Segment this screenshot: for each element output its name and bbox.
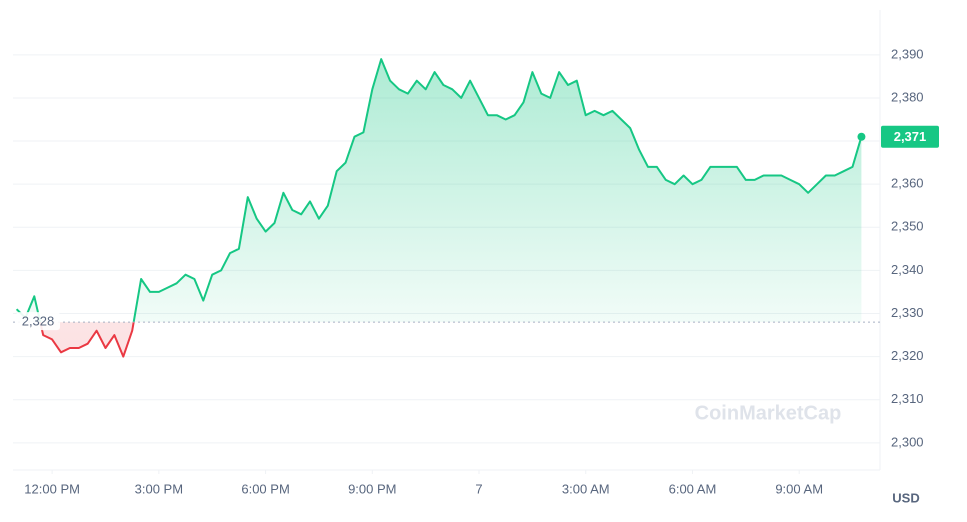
unit-label: USD (892, 490, 919, 505)
price-badge-label: 2,371 (894, 129, 927, 144)
price-badge (881, 125, 939, 148)
x-tick-label: 9:00 AM (775, 481, 823, 496)
price-line (15, 58, 863, 323)
y-tick-label: 2,300 (891, 434, 924, 449)
baseline-label: 2,328 (22, 314, 55, 329)
area-down (40, 322, 134, 357)
x-tick-label: 9:00 PM (348, 481, 396, 496)
y-tick-label: 2,390 (891, 46, 924, 61)
last-point (857, 132, 866, 141)
area-up (16, 59, 862, 323)
y-tick-label: 2,340 (891, 262, 924, 277)
x-tick-label: 12:00 PM (24, 481, 80, 496)
y-tick-label: 2,380 (891, 89, 924, 104)
x-tick-label: 6:00 PM (241, 481, 289, 496)
y-tick-label: 2,310 (891, 391, 924, 406)
x-tick-label: 3:00 AM (562, 481, 610, 496)
y-tick-label: 2,330 (891, 305, 924, 320)
x-tick-label: 3:00 PM (135, 481, 183, 496)
y-tick-label: 2,350 (891, 219, 924, 234)
watermark: CoinMarketCap (695, 402, 842, 424)
y-tick-label: 2,360 (891, 176, 924, 191)
baseline-badge (16, 312, 60, 331)
x-tick-label: 6:00 AM (669, 481, 717, 496)
y-tick-label: 2,320 (891, 348, 924, 363)
x-tick-label: 7 (475, 481, 482, 496)
